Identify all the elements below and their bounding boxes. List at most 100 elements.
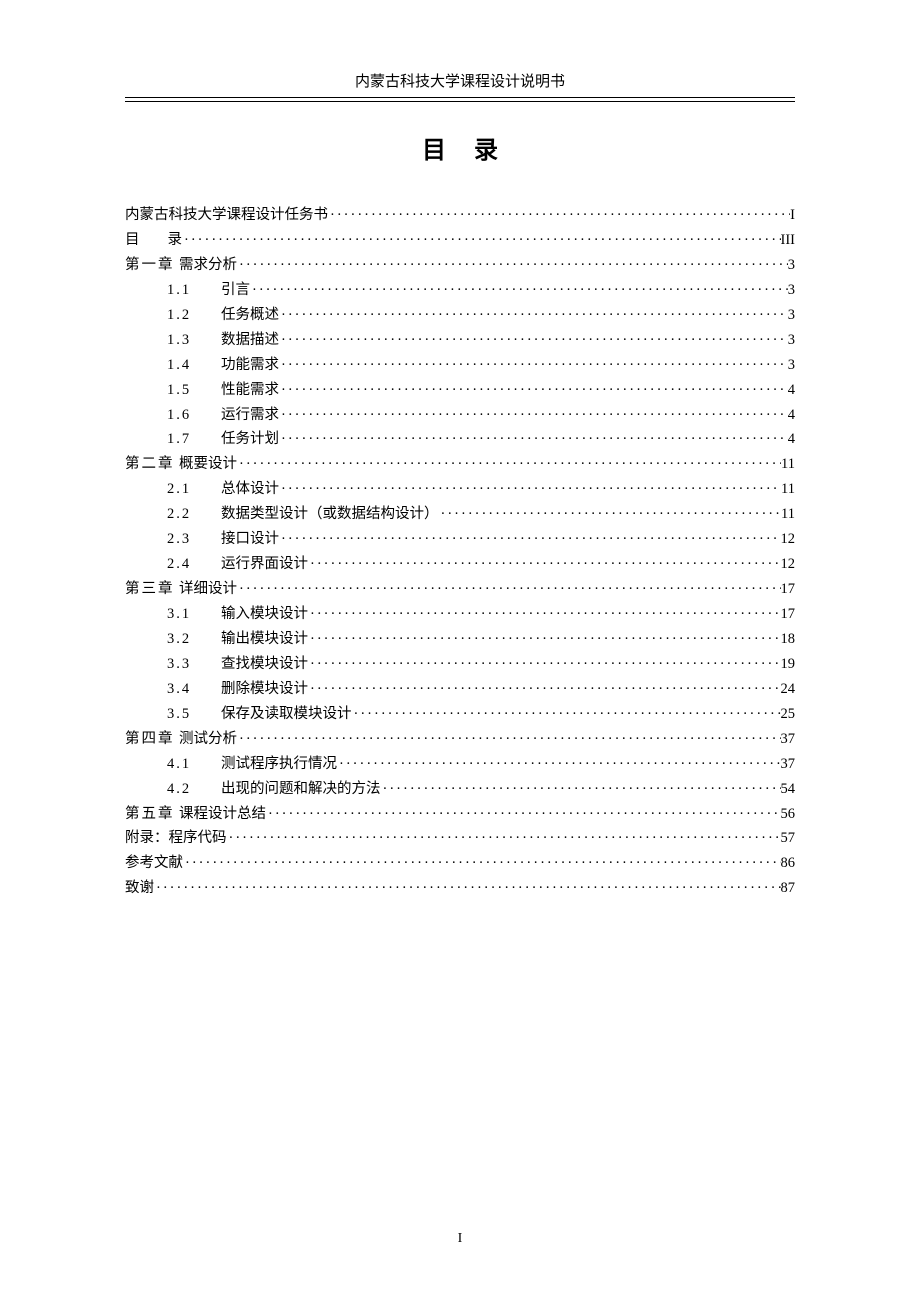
toc-entry-label: 删除模块设计 [221, 677, 308, 702]
toc-entry-number: 第一章 [125, 253, 179, 278]
toc-entry-number: 第二章 [125, 452, 179, 477]
toc-row: 附录：程序代码57 [125, 826, 795, 851]
toc-entry-page: 57 [781, 826, 796, 851]
toc-row: 第四章 测试分析37 [125, 727, 795, 752]
toc-entry-number: 第五章 [125, 802, 179, 827]
toc-leader-dots [237, 577, 781, 602]
toc-entry-page: 11 [781, 502, 795, 527]
toc-entry-label: 任务概述 [221, 303, 279, 328]
toc-leader-dots [381, 777, 781, 802]
toc-entry-page: 12 [781, 527, 796, 552]
toc-entry-page: 3 [788, 253, 795, 278]
toc-entry-number: 2.4 [167, 552, 221, 577]
toc-leader-dots [352, 702, 781, 727]
toc-entry-page: 18 [781, 627, 796, 652]
toc-entry-label: 录 [168, 228, 183, 253]
toc-entry-label: 总体设计 [221, 477, 279, 502]
toc-leader-dots [279, 328, 788, 353]
toc-entry-number: 1.4 [167, 353, 221, 378]
toc-row: 3.3 查找模块设计19 [125, 652, 795, 677]
toc-leader-dots [279, 303, 788, 328]
toc-entry-label: 参考文献 [125, 851, 183, 876]
toc-row: 致谢 87 [125, 876, 795, 901]
toc-entry-label: 出现的问题和解决的方法 [221, 777, 381, 802]
toc-entry-label: 查找模块设计 [221, 652, 308, 677]
table-of-contents: 内蒙古科技大学课程设计任务书I目录III第一章 需求分析31.1 引言31.2 … [125, 203, 795, 901]
toc-entry-number: 1.7 [167, 427, 221, 452]
toc-row: 1.6 运行需求4 [125, 403, 795, 428]
toc-entry-label: 课程设计总结 [179, 802, 266, 827]
toc-leader-dots [308, 627, 781, 652]
toc-leader-dots [308, 552, 781, 577]
toc-row: 4.2 出现的问题和解决的方法54 [125, 777, 795, 802]
toc-row: 4.1 测试程序执行情况 37 [125, 752, 795, 777]
toc-entry-label: 测试分析 [179, 727, 237, 752]
toc-leader-dots [279, 403, 788, 428]
toc-row: 参考文献 86 [125, 851, 795, 876]
toc-row: 1.3 数据描述3 [125, 328, 795, 353]
toc-entry-number: 1.2 [167, 303, 221, 328]
toc-leader-dots [308, 677, 781, 702]
document-title: 目录 [125, 130, 795, 165]
toc-entry-label: 输入模块设计 [221, 602, 308, 627]
toc-entry-label: 数据描述 [221, 328, 279, 353]
toc-entry-label: 任务计划 [221, 427, 279, 452]
toc-leader-dots [439, 502, 782, 527]
toc-entry-page: 86 [781, 851, 796, 876]
toc-entry-page: 11 [781, 452, 795, 477]
toc-entry-label: 输出模块设计 [221, 627, 308, 652]
toc-entry-page: 4 [788, 427, 795, 452]
toc-entry-label: 需求分析 [179, 253, 237, 278]
toc-row: 内蒙古科技大学课程设计任务书I [125, 203, 795, 228]
toc-entry-number: 第三章 [125, 577, 179, 602]
toc-entry-page: 3 [788, 353, 795, 378]
toc-entry-label: 概要设计 [179, 452, 237, 477]
toc-leader-dots [337, 752, 781, 777]
toc-entry-label: 测试程序执行情况 [221, 752, 337, 777]
toc-row: 2.1 总体设计11 [125, 477, 795, 502]
toc-entry-page: 4 [788, 403, 795, 428]
toc-entry-number: 1.1 [167, 278, 221, 303]
toc-entry-number: 4.1 [167, 752, 221, 777]
toc-entry-page: 12 [781, 552, 796, 577]
toc-entry-number: 3.4 [167, 677, 221, 702]
toc-entry-label: 致谢 [125, 876, 154, 901]
toc-entry-page: 11 [781, 477, 795, 502]
toc-entry-page: 25 [781, 702, 796, 727]
toc-entry-label: 接口设计 [221, 527, 279, 552]
toc-entry-label: 内蒙古科技大学课程设计任务书 [125, 203, 328, 228]
toc-entry-label: 保存及读取模块设计 [221, 702, 352, 727]
toc-entry-number: 2.2 [167, 502, 221, 527]
toc-entry-page: 37 [781, 752, 796, 777]
toc-row: 1.4 功能需求 3 [125, 353, 795, 378]
toc-leader-dots [266, 802, 781, 827]
toc-entry-number: 第四章 [125, 727, 179, 752]
document-page: 内蒙古科技大学课程设计说明书 目录 内蒙古科技大学课程设计任务书I目录III第一… [0, 0, 920, 1302]
toc-leader-dots [328, 203, 790, 228]
toc-row: 目录III [125, 228, 795, 253]
toc-entry-page: 87 [781, 876, 796, 901]
toc-leader-dots [227, 826, 781, 851]
toc-row: 3.2 输出模块设计 18 [125, 627, 795, 652]
toc-leader-dots [182, 228, 781, 253]
toc-leader-dots [183, 851, 781, 876]
toc-row: 3.5 保存及读取模块设计 25 [125, 702, 795, 727]
toc-row: 第三章 详细设计17 [125, 577, 795, 602]
toc-row: 1.5 性能需求4 [125, 378, 795, 403]
toc-leader-dots [308, 602, 781, 627]
toc-entry-page: 3 [788, 328, 795, 353]
toc-leader-dots [237, 727, 781, 752]
toc-leader-dots [237, 253, 788, 278]
toc-leader-dots [279, 427, 788, 452]
toc-row: 1.2 任务概述 3 [125, 303, 795, 328]
toc-leader-dots [237, 452, 781, 477]
toc-row: 1.7 任务计划 4 [125, 427, 795, 452]
toc-entry-number: 3.5 [167, 702, 221, 727]
toc-row: 3.4 删除模块设计24 [125, 677, 795, 702]
toc-entry-label: 功能需求 [221, 353, 279, 378]
toc-leader-dots [279, 527, 781, 552]
toc-entry-page: 17 [781, 602, 796, 627]
toc-entry-page: 3 [788, 303, 795, 328]
toc-entry-number: 3.2 [167, 627, 221, 652]
toc-leader-dots [250, 278, 788, 303]
